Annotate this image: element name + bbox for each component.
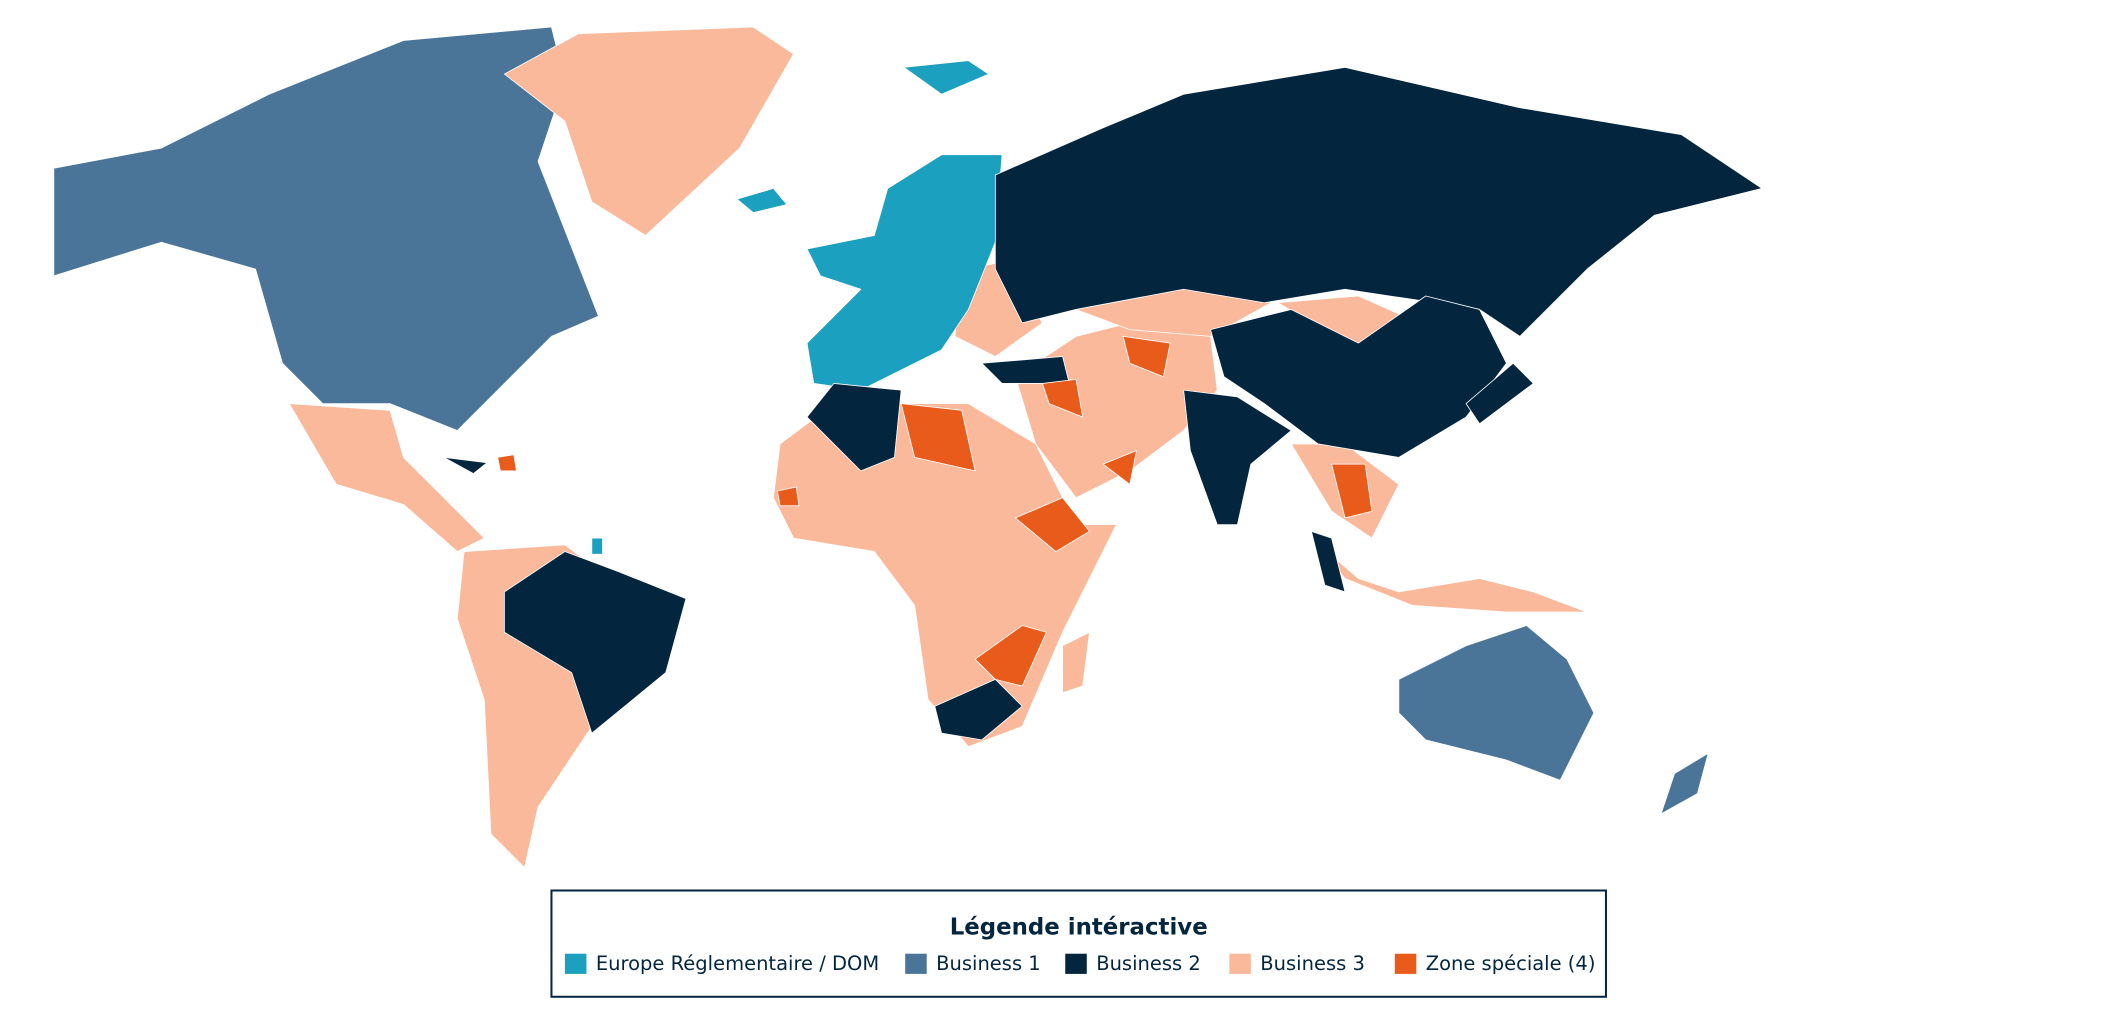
region-indonesia[interactable] [1310, 537, 1588, 613]
region-madagascar[interactable] [1062, 631, 1090, 694]
legend-label: Zone spéciale (4) [1426, 952, 1596, 975]
region-brazil[interactable] [503, 551, 687, 734]
region-french-guiana[interactable] [591, 537, 603, 555]
legend-item[interactable]: Business 3 [1229, 952, 1365, 975]
region-europe[interactable] [806, 154, 1003, 391]
region-india[interactable] [1183, 389, 1292, 526]
region-greenland[interactable] [503, 26, 794, 236]
region-senegal[interactable] [777, 486, 800, 507]
legend-item[interactable]: Zone spéciale (4) [1394, 952, 1596, 975]
region-iraq[interactable] [1041, 378, 1084, 418]
region-cuba[interactable] [443, 457, 488, 474]
region-indochina[interactable] [1331, 463, 1373, 519]
legend-swatch [1229, 953, 1251, 974]
region-mozambique[interactable] [974, 625, 1047, 687]
region-svalbard[interactable] [903, 60, 989, 95]
region-uzbekistan[interactable] [1122, 335, 1171, 378]
region-new-zealand[interactable] [1660, 752, 1709, 815]
legend-swatch [905, 953, 927, 974]
legend-label: Europe Réglementaire / DOM [596, 952, 879, 975]
region-north-america[interactable] [53, 26, 599, 431]
map-regions [53, 26, 1763, 869]
legend-item[interactable]: Business 1 [905, 952, 1041, 975]
region-oman[interactable] [1102, 450, 1137, 485]
region-libya[interactable] [900, 403, 976, 472]
region-caribbean[interactable] [497, 454, 517, 472]
legend-label: Business 2 [1096, 952, 1201, 975]
region-algeria[interactable] [806, 383, 902, 472]
region-ethiopia[interactable] [1015, 497, 1090, 552]
region-australia[interactable] [1398, 625, 1595, 781]
legend-label: Business 3 [1260, 952, 1365, 975]
region-central-america[interactable] [288, 403, 485, 552]
region-russia[interactable] [994, 66, 1763, 337]
region-turkey[interactable] [981, 356, 1070, 384]
region-malaysia[interactable] [1310, 530, 1346, 593]
legend-swatch [1394, 953, 1417, 974]
legend-swatch [1065, 953, 1087, 974]
legend-label: Business 1 [936, 952, 1041, 975]
region-japan[interactable] [1465, 362, 1534, 425]
region-south-africa[interactable] [934, 678, 1023, 741]
legend-item[interactable]: Business 2 [1065, 952, 1201, 975]
legend-items: Europe Réglementaire / DOM Business 1 Busi… [564, 952, 1596, 975]
legend-item[interactable]: Europe Réglementaire / DOM [564, 952, 879, 975]
region-iceland[interactable] [736, 187, 788, 214]
legend-box [550, 889, 1607, 998]
legend-swatch [564, 953, 587, 974]
legend-title: Légende intéractive [950, 915, 1208, 941]
